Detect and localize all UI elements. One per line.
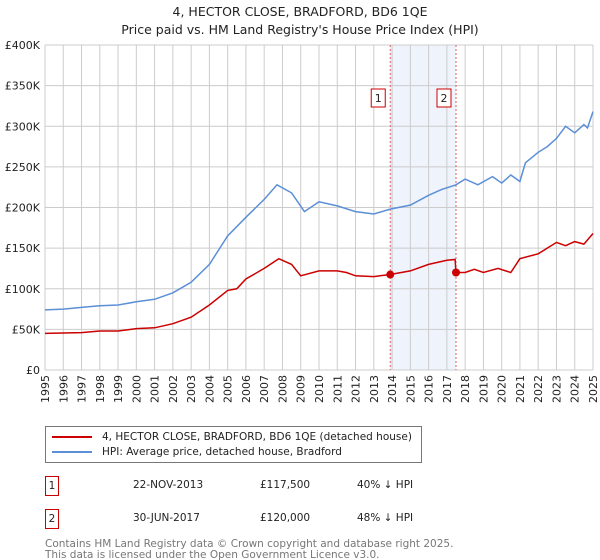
x-tick-label: 2025 xyxy=(587,375,600,403)
sale-date: 22-NOV-2013 xyxy=(133,479,204,491)
sale-row: 2 30-JUN-2017 £120,000 48% ↓ HPI xyxy=(45,509,495,529)
sale-marker: 2 xyxy=(45,509,59,529)
chart-subtitle: Price paid vs. HM Land Registry's House … xyxy=(121,22,479,37)
y-tick-label: £150K xyxy=(5,242,41,255)
sale-hpi-diff: 48% ↓ HPI xyxy=(357,512,414,524)
legend: 4, HECTOR CLOSE, BRADFORD, BD6 1QE (deta… xyxy=(45,426,422,463)
x-tick-label: 2007 xyxy=(258,375,271,403)
x-tick-label: 2005 xyxy=(222,375,235,403)
y-tick-label: £50K xyxy=(12,323,41,336)
y-tick-label: £0 xyxy=(26,364,40,377)
x-tick-label: 2013 xyxy=(368,375,381,403)
x-tick-label: 2019 xyxy=(477,375,490,403)
sale-marker-box xyxy=(436,88,452,108)
y-tick-label: £300K xyxy=(5,120,41,133)
y-tick-label: £100K xyxy=(5,283,41,296)
sale-row: 1 22-NOV-2013 £117,500 40% ↓ HPI xyxy=(45,476,495,496)
x-tick-label: 2001 xyxy=(149,375,162,403)
red-line-swatch xyxy=(52,436,92,438)
y-tick-label: £250K xyxy=(5,161,41,174)
blue-line-swatch xyxy=(52,451,92,453)
y-tick-label: £400K xyxy=(5,39,41,52)
sale-marker-box xyxy=(370,88,386,108)
sale-price: £120,000 xyxy=(260,512,311,524)
x-tick-label: 2014 xyxy=(386,375,399,403)
sale-marker-label: 1 xyxy=(375,92,382,105)
x-tick-label: 2006 xyxy=(240,375,253,403)
legend-label: HPI: Average price, detached house, Brad… xyxy=(102,446,342,458)
x-tick-label: 2023 xyxy=(550,375,563,403)
sale-marker-label: 2 xyxy=(441,92,448,105)
x-tick-label: 1996 xyxy=(57,375,70,403)
sale-point xyxy=(386,270,395,279)
x-tick-label: 2010 xyxy=(313,375,326,403)
x-tick-label: 2009 xyxy=(295,375,308,403)
x-tick-label: 2000 xyxy=(130,375,143,403)
sale-point xyxy=(452,268,460,277)
x-tick-label: 2004 xyxy=(203,375,216,403)
x-tick-label: 1999 xyxy=(112,375,125,403)
x-tick-label: 2003 xyxy=(185,375,198,403)
x-tick-label: 2021 xyxy=(514,375,527,403)
legend-item-hpi: HPI: Average price, detached house, Brad… xyxy=(52,446,342,458)
x-tick-label: 2022 xyxy=(532,375,545,403)
price-chart: £0 £50K £100K £150K £200K £250K £300K £350K £400… xyxy=(5,39,600,403)
sale-hpi-diff: 40% ↓ HPI xyxy=(357,479,414,491)
chart-title: 4, HECTOR CLOSE, BRADFORD, BD6 1QE xyxy=(172,4,428,19)
property-price-line xyxy=(44,233,594,335)
sale-price: £117,500 xyxy=(260,479,311,491)
x-tick-label: 2015 xyxy=(404,375,417,403)
x-tick-label: 2017 xyxy=(441,375,454,403)
x-tick-label: 2018 xyxy=(459,375,472,403)
footer-copyright: Contains HM Land Registry data © Crown c… xyxy=(45,538,454,550)
x-tick-label: 1998 xyxy=(94,375,107,403)
sale-marker: 1 xyxy=(45,476,59,496)
x-tick-label: 2024 xyxy=(569,375,582,403)
x-tick-label: 2020 xyxy=(496,375,509,403)
y-tick-label: £350K xyxy=(5,80,41,93)
legend-label: 4, HECTOR CLOSE, BRADFORD, BD6 1QE (deta… xyxy=(102,431,412,443)
x-tick-label: 2012 xyxy=(350,375,363,403)
y-tick-label: £200K xyxy=(5,202,41,215)
footer-licence: This data is licensed under the Open Gov… xyxy=(45,549,380,560)
x-tick-label: 2016 xyxy=(423,375,436,403)
x-tick-label: 2008 xyxy=(276,375,289,403)
hpi-line xyxy=(44,111,594,311)
x-tick-label: 2011 xyxy=(331,375,344,403)
sale-date: 30-JUN-2017 xyxy=(133,512,200,524)
x-tick-label: 2002 xyxy=(167,375,180,403)
x-tick-label: 1995 xyxy=(39,375,52,403)
x-tick-label: 1997 xyxy=(76,375,89,403)
footer: Contains HM Land Registry data © Crown c… xyxy=(45,539,453,560)
legend-item-property: 4, HECTOR CLOSE, BRADFORD, BD6 1QE (deta… xyxy=(52,431,412,443)
